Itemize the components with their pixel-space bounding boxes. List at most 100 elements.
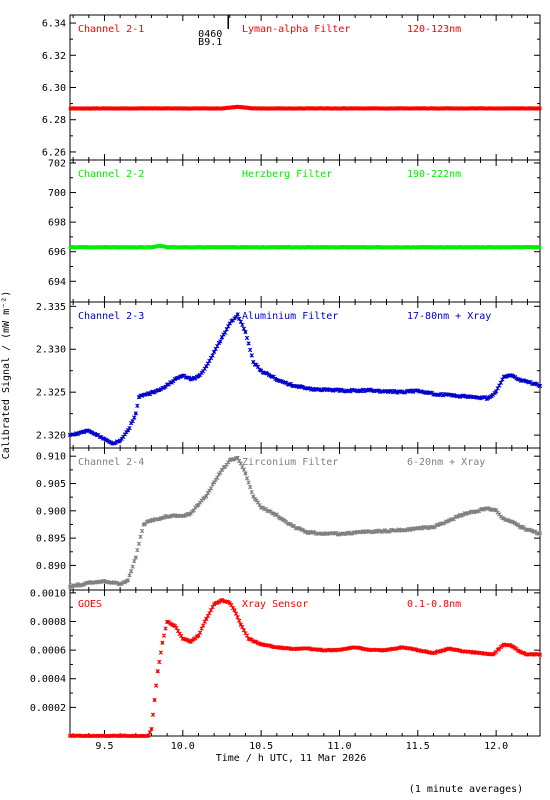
data-point-key (251, 360, 255, 364)
data-point (203, 106, 207, 111)
data-point (366, 106, 370, 111)
data-point (109, 106, 113, 111)
y-tick-label: 0.895 (36, 534, 66, 545)
data-point (388, 106, 391, 111)
data-point (490, 245, 493, 250)
data-point (534, 245, 537, 250)
data-point-key (538, 532, 542, 536)
data-point (495, 245, 498, 250)
data-point (116, 106, 119, 111)
data-point (535, 106, 539, 111)
data-point-key (68, 734, 72, 738)
data-point-key (181, 373, 185, 377)
data-point (244, 633, 250, 638)
data-point (214, 106, 218, 111)
data-point (117, 106, 120, 111)
data-point (123, 106, 127, 111)
data-point (457, 245, 460, 250)
series-3 (67, 312, 543, 446)
data-point (297, 245, 301, 250)
data-point (391, 245, 395, 250)
data-point (181, 106, 185, 111)
data-point (484, 106, 487, 111)
data-point-key (157, 389, 161, 392)
panel-5: 0.0002 0.0004 0.0006 0.0008 0.0010 GOES Xray S… (30, 588, 543, 739)
data-point-key (228, 322, 232, 325)
data-point (183, 106, 186, 111)
data-point (159, 244, 163, 249)
x-axis-label: Time / h UTC, 11 Mar 2026 (216, 753, 367, 764)
data-point (139, 106, 142, 111)
data-point (275, 245, 279, 250)
data-point (163, 244, 166, 249)
data-point (365, 245, 368, 250)
data-point (97, 245, 100, 250)
data-point (297, 106, 301, 111)
data-point (354, 106, 357, 111)
data-point (371, 106, 374, 111)
data-point (257, 106, 260, 111)
data-point (482, 245, 485, 250)
x-axis-tick-labels: 9.5 10.0 10.5 11.0 11.5 12.0 (95, 741, 508, 752)
data-point-key (526, 528, 529, 532)
data-point (230, 245, 233, 250)
data-point (144, 106, 147, 111)
data-point (242, 245, 246, 250)
data-point (449, 106, 453, 111)
data-point (476, 245, 479, 250)
data-point (257, 245, 260, 250)
data-point (79, 106, 83, 111)
panel-band-label: 6-20nm + Xray (407, 457, 485, 468)
data-point (133, 245, 136, 250)
data-point-key (220, 107, 224, 110)
data-point (398, 106, 401, 111)
data-point (325, 106, 329, 111)
data-point (308, 245, 312, 250)
data-point-key (259, 369, 263, 373)
data-point (76, 106, 80, 111)
data-point (377, 245, 381, 250)
data-point (156, 106, 160, 111)
data-point (166, 106, 169, 111)
data-point (512, 245, 515, 250)
data-point (451, 245, 454, 250)
data-point (222, 245, 225, 250)
data-point (184, 245, 188, 250)
data-point (123, 245, 127, 250)
data-point (289, 106, 293, 111)
data-point-key (275, 645, 279, 649)
data-point (448, 106, 451, 111)
data-point (532, 245, 536, 250)
data-point (535, 245, 539, 250)
y-tick-label: 6.28 (42, 115, 66, 126)
data-point (454, 245, 457, 250)
data-point (360, 106, 363, 111)
data-point (147, 106, 150, 111)
data-point (385, 245, 388, 250)
data-point (132, 415, 137, 420)
data-point (144, 245, 147, 250)
data-point-key (181, 514, 185, 518)
data-point (379, 106, 382, 111)
data-point (333, 245, 337, 250)
data-point (90, 245, 94, 250)
data-point (311, 106, 315, 111)
data-point (531, 106, 534, 111)
data-point (307, 245, 310, 250)
data-point (241, 245, 244, 250)
data-point (479, 106, 482, 111)
data-point-key (110, 442, 114, 446)
data-point (95, 245, 99, 250)
data-point (225, 105, 229, 110)
data-point (518, 106, 522, 111)
data-point-key (275, 377, 279, 381)
data-point-key (161, 641, 164, 645)
data-point (368, 245, 371, 250)
data-point (407, 106, 410, 111)
data-point (163, 106, 166, 111)
data-point (261, 106, 265, 111)
data-point (396, 245, 399, 250)
data-point (274, 245, 277, 250)
data-point (446, 245, 449, 250)
data-point (106, 245, 109, 250)
